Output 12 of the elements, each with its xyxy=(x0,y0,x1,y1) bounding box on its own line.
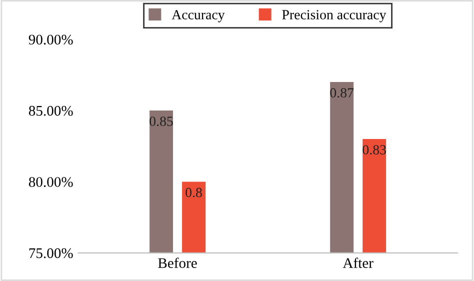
y-tick-label: 75.00% xyxy=(29,248,73,258)
legend-label: Accuracy xyxy=(172,10,225,22)
legend-label: Precision accuracy xyxy=(282,10,386,22)
x-tick-label: Before xyxy=(158,258,197,268)
y-tick-label: 90.00% xyxy=(28,34,73,45)
data-label: 0.83 xyxy=(362,145,386,155)
data-label: 0.85 xyxy=(150,116,173,126)
y-tick-label: 80.00% xyxy=(28,177,73,187)
data-label: 0.8 xyxy=(186,188,202,198)
data-label: 0.87 xyxy=(330,88,354,98)
x-tick-label: After xyxy=(342,258,374,268)
y-tick-label: 85.00% xyxy=(28,106,73,116)
